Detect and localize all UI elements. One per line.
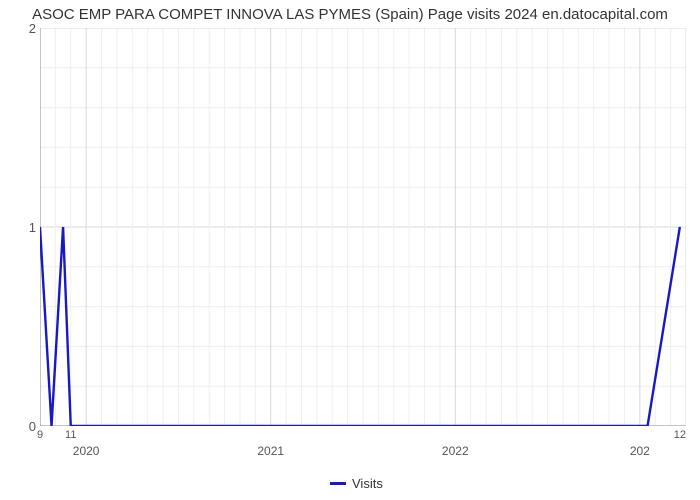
x-minor-tick-label: 9 <box>28 429 52 441</box>
chart-container: { "chart": { "type": "line", "title": "A… <box>0 0 700 500</box>
x-major-tick-label: 2022 <box>425 444 485 458</box>
x-major-tick-label: 2020 <box>56 444 116 458</box>
legend-label: Visits <box>352 476 383 491</box>
chart-legend: Visits <box>330 476 383 491</box>
y-tick-label: 2 <box>12 21 36 36</box>
x-minor-tick-label: 12 <box>668 429 692 441</box>
chart-plot <box>40 28 686 426</box>
legend-swatch <box>330 482 346 485</box>
x-major-tick-label: 202 <box>610 444 670 458</box>
x-major-tick-label: 2021 <box>241 444 301 458</box>
chart-title: ASOC EMP PARA COMPET INNOVA LAS PYMES (S… <box>0 6 700 23</box>
y-tick-label: 1 <box>12 220 36 235</box>
x-minor-tick-label: 11 <box>59 429 83 441</box>
